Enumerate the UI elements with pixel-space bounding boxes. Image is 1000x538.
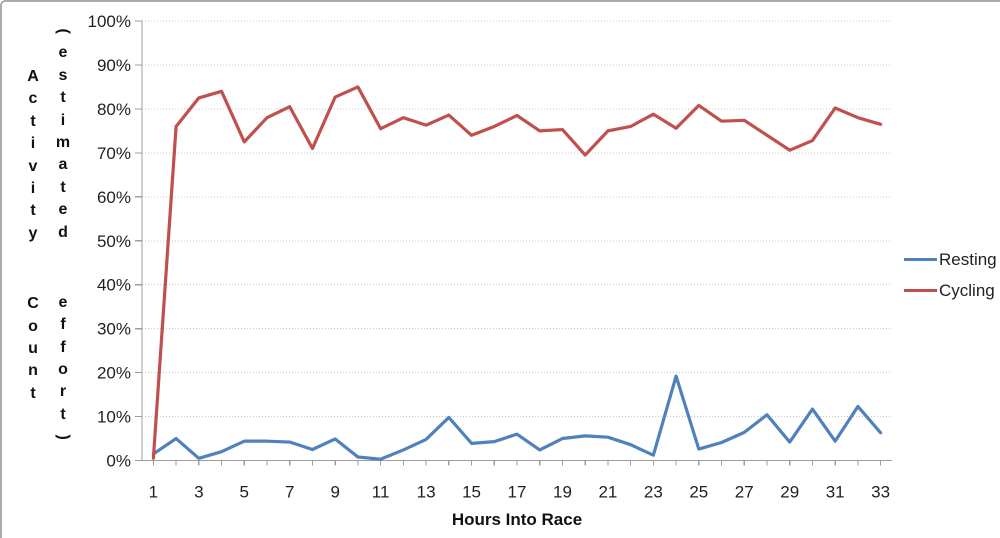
svg-text:17: 17 xyxy=(508,483,527,502)
svg-text:60%: 60% xyxy=(97,188,131,207)
svg-text:20%: 20% xyxy=(97,364,131,383)
legend-item-cycling: Cycling xyxy=(904,280,997,301)
svg-text:11: 11 xyxy=(372,483,390,502)
svg-text:80%: 80% xyxy=(97,100,131,119)
svg-text:19: 19 xyxy=(553,483,572,502)
svg-text:3: 3 xyxy=(194,483,203,502)
svg-text:29: 29 xyxy=(780,483,799,502)
svg-text:90%: 90% xyxy=(97,56,131,75)
svg-text:40%: 40% xyxy=(97,276,131,295)
svg-text:5: 5 xyxy=(240,483,249,502)
svg-text:21: 21 xyxy=(598,483,617,502)
svg-text:70%: 70% xyxy=(97,144,131,163)
svg-text:15: 15 xyxy=(462,483,481,502)
legend-label-resting: Resting xyxy=(939,249,997,269)
svg-text:31: 31 xyxy=(826,483,845,502)
svg-text:7: 7 xyxy=(285,483,294,502)
resting-line-swatch xyxy=(904,257,937,262)
legend-label-cycling: Cycling xyxy=(939,280,995,300)
svg-text:25: 25 xyxy=(689,483,708,502)
y-axis-title-line2: (e s t i m a t e d e f f o r t) xyxy=(55,28,73,441)
svg-text:23: 23 xyxy=(644,483,663,502)
svg-text:13: 13 xyxy=(417,483,436,502)
svg-text:10%: 10% xyxy=(97,408,131,427)
svg-text:27: 27 xyxy=(735,483,754,502)
cycling-line-swatch xyxy=(904,288,937,293)
svg-text:50%: 50% xyxy=(97,232,131,251)
svg-text:33: 33 xyxy=(871,483,890,502)
svg-text:9: 9 xyxy=(330,483,339,502)
svg-text:1: 1 xyxy=(149,483,158,502)
svg-text:0%: 0% xyxy=(106,452,131,471)
x-axis-title: Hours Into Race xyxy=(451,510,583,529)
svg-text:100%: 100% xyxy=(88,12,131,31)
legend: Resting Cycling xyxy=(904,249,997,301)
legend-item-resting: Resting xyxy=(904,249,997,270)
svg-text:30%: 30% xyxy=(97,320,131,339)
